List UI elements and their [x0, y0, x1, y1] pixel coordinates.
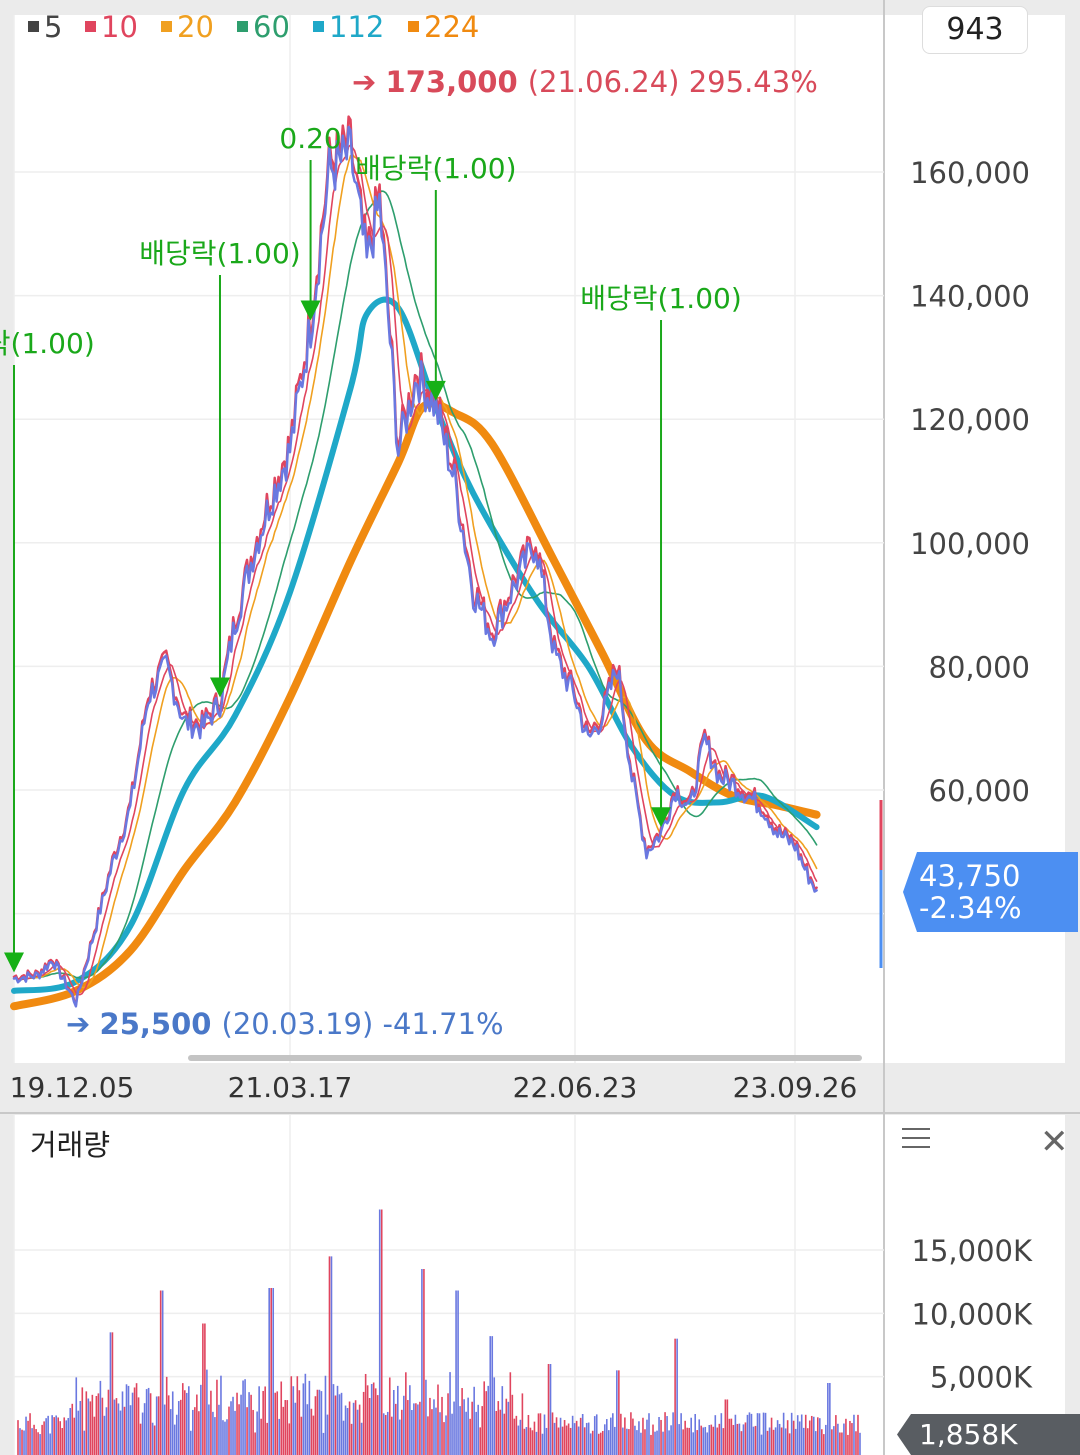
high-pct: 295.43%	[689, 65, 818, 99]
legend-label: 20	[177, 10, 214, 44]
y-tick-label: 120,000	[910, 403, 1030, 437]
legend-label: 224	[424, 10, 479, 44]
close-icon[interactable]: ✕	[1040, 1122, 1069, 1162]
volume-title: 거래량	[30, 1128, 111, 1162]
legend-swatch	[28, 21, 39, 32]
volume-tick-label: 10,000K	[912, 1297, 1033, 1331]
volume-tick-label: 5,000K	[930, 1361, 1033, 1395]
y-tick-label: 140,000	[910, 280, 1030, 314]
current-volume-tag: 1,858K	[897, 1414, 1080, 1455]
current-price: 43,750	[919, 859, 1021, 893]
low-date: (20.03.19)	[222, 1007, 383, 1041]
plot-background	[14, 15, 884, 1063]
ma-20-line	[13, 153, 818, 989]
annotation-label: 배당락(1.00)	[580, 282, 741, 315]
volume-tick-label: 15,000K	[912, 1234, 1033, 1268]
current-price-tag: 43,750 -2.34%	[903, 852, 1078, 932]
chart-scrollbar[interactable]	[188, 1055, 862, 1061]
low-marker: ➔ 25,500 (20.03.19) -41.71%	[66, 1007, 504, 1041]
annotation-arrow	[209, 677, 230, 698]
annotation-label: 0.20	[279, 122, 341, 155]
y-tick-label: 80,000	[929, 650, 1030, 684]
legend-label: 5	[44, 10, 62, 44]
annotation-label: 배당락(1.00)	[139, 237, 300, 270]
menu-icon[interactable]	[902, 1128, 930, 1150]
annotation-arrow	[651, 807, 672, 828]
count-badge[interactable]: 943	[922, 6, 1028, 54]
legend-swatch	[313, 21, 324, 32]
legend-swatch	[161, 21, 172, 32]
annotation-arrow	[4, 952, 24, 973]
legend-label: 112	[329, 10, 384, 44]
low-price: 25,500	[100, 1007, 222, 1041]
x-tick-label: 21.03.17	[228, 1071, 353, 1104]
x-tick-label: 19.12.05	[10, 1071, 135, 1104]
y-tick-label: 160,000	[910, 156, 1030, 190]
legend-label: 10	[101, 10, 138, 44]
annotation-arrow	[300, 300, 321, 321]
legend-swatch	[85, 21, 96, 32]
x-tick-label: 23.09.26	[733, 1071, 858, 1104]
volume-axis-background	[885, 1115, 1065, 1455]
legend-label: 60	[253, 10, 290, 44]
legend-swatch	[237, 21, 248, 32]
current-change: -2.34%	[919, 891, 1022, 925]
x-tick-label: 22.06.23	[513, 1071, 638, 1104]
annotation-arrow	[425, 380, 446, 401]
y-tick-label: 60,000	[929, 774, 1030, 808]
legend-swatch	[408, 21, 419, 32]
annotation-label: 배당락(1.00)	[0, 327, 95, 360]
price-line	[12, 125, 818, 1008]
high-date: (21.06.24)	[528, 65, 689, 99]
y-tick-label: 100,000	[910, 527, 1030, 561]
high-price: 173,000	[386, 65, 528, 99]
low-pct: -41.71%	[383, 1007, 504, 1041]
high-marker: ➔ 173,000 (21.06.24) 295.43%	[352, 65, 818, 99]
annotation-label: 배당락(1.00)	[355, 152, 516, 185]
